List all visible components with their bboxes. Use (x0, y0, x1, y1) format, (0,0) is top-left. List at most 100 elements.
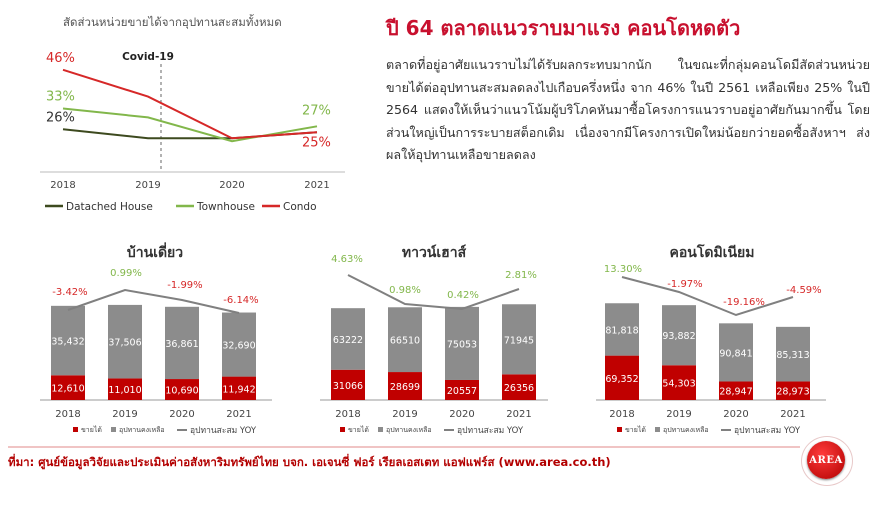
bar-sold (776, 381, 810, 400)
legend-sold-label: ขายได้ (625, 425, 646, 434)
yoy-label: -3.42% (52, 287, 87, 298)
line-data-label: 27% (302, 103, 331, 118)
article: ปี 64 ตลาดแนวราบมาแรง คอนโดหดตัว ตลาดที่… (386, 12, 870, 167)
line-data-label: 46% (46, 51, 75, 66)
bar-supply-label: 66510 (390, 336, 420, 347)
legend-label: Datached House (66, 201, 153, 213)
yoy-line (67, 288, 240, 314)
yoy-label: 0.99% (110, 268, 142, 279)
bar-supply-label: 90,841 (719, 348, 752, 359)
bar-chart-title: คอนโดมิเนียม (670, 243, 755, 261)
bar-supply-label: 81,818 (605, 325, 638, 336)
legend-label: Townhouse (196, 201, 255, 213)
logo-ring (801, 436, 853, 486)
bar-supply (108, 304, 142, 379)
bar-chart-title: ทาวน์เฮาส์ (402, 244, 467, 261)
bar-sold (719, 381, 753, 400)
bar-x-tick: 2018 (55, 409, 80, 420)
bar-supply (51, 305, 85, 376)
bar-supply (662, 305, 696, 366)
legend-yoy-label: อุปทานสะสม YOY (190, 426, 257, 436)
covid-label: Covid-19 (122, 51, 174, 63)
bar-sold (108, 378, 142, 400)
line-chart-x-tick: 2019 (135, 180, 160, 191)
area-logo: AREA (807, 441, 845, 479)
bar-chart-title: บ้านเดี่ยว (127, 242, 183, 261)
bar-x-tick: 2020 (449, 409, 474, 420)
yoy-label: -4.59% (786, 285, 821, 296)
legend-sold-swatch (340, 427, 345, 432)
bar-supply (502, 304, 536, 375)
legend-sold-label: ขายได้ (81, 425, 102, 434)
line-chart-x-tick: 2020 (219, 180, 244, 191)
bar-sold-label: 12,610 (51, 384, 84, 395)
bar-supply (776, 326, 810, 382)
bar-supply-label: 32,690 (222, 341, 255, 352)
article-body: ตลาดที่อยู่อาศัยแนวราบไม่ได้รับผลกระทบมา… (386, 57, 870, 162)
bar-sold-label: 26356 (504, 383, 534, 394)
yoy-line (347, 274, 520, 311)
yoy-label: -19.16% (723, 297, 765, 308)
bar-sold-label: 69,352 (605, 374, 638, 385)
bar-supply (719, 323, 753, 382)
legend-label: Condo (283, 201, 317, 213)
legend-sold-swatch (617, 427, 622, 432)
bar-sold-label: 11,010 (108, 385, 141, 396)
legend-yoy-label: อุปทานสะสม YOY (457, 426, 524, 436)
legend-supply-label: อุปทานคงเหลือ (386, 426, 432, 434)
bar-supply (388, 307, 422, 373)
yoy-label: -1.99% (167, 280, 202, 291)
legend-sold-swatch (73, 427, 78, 432)
bar-supply-label: 93,882 (662, 331, 695, 342)
yoy-label: -6.14% (223, 295, 258, 306)
source-note: ที่มา: ศูนย์ข้อมูลวิจัยและประเมินค่าอสัง… (8, 455, 611, 469)
bar-x-tick: 2021 (780, 409, 805, 420)
yoy-label: 0.98% (389, 285, 421, 296)
bar-supply-label: 71945 (504, 335, 534, 346)
legend-supply-swatch (655, 427, 660, 432)
bar-sold-label: 20557 (447, 386, 477, 397)
line-chart-x-tick: 2021 (304, 180, 329, 191)
bar-x-tick: 2021 (506, 409, 531, 420)
bar-sold-label: 54,303 (662, 379, 695, 390)
headline: ปี 64 ตลาดแนวราบมาแรง คอนโดหดตัว (386, 16, 741, 40)
line-data-label: 33% (46, 89, 75, 104)
line-chart-title: สัดส่วนหน่วยขายได้จากอุปทานสะสมทั้งหมด (63, 14, 282, 29)
bar-x-tick: 2019 (112, 409, 137, 420)
bar-sold (222, 376, 256, 400)
logo-text: AREA (809, 454, 843, 466)
line-chart-x-tick: 2018 (50, 180, 75, 191)
bar-supply-label: 36,861 (165, 339, 198, 350)
bar-sold-label: 31066 (333, 381, 363, 392)
legend-supply-label: อุปทานคงเหลือ (663, 426, 709, 434)
bar-supply (165, 306, 199, 380)
bar-sold (662, 365, 696, 400)
bar-supply (445, 306, 479, 380)
bar-sold (165, 379, 199, 400)
legend-supply-label: อุปทานคงเหลือ (119, 426, 165, 434)
line-series-2 (62, 68, 318, 140)
bar-supply-label: 37,506 (108, 338, 141, 349)
yoy-label: 4.63% (331, 254, 363, 265)
yoy-label: -1.97% (667, 279, 702, 290)
bar-sold (331, 369, 365, 400)
bar-sold (605, 355, 639, 400)
bar-sold (502, 374, 536, 400)
bar-sold (388, 372, 422, 400)
line-data-label: 25% (302, 135, 331, 150)
bar-supply (331, 308, 365, 370)
bar-supply (222, 312, 256, 377)
bar-sold-label: 28,947 (719, 387, 752, 398)
line-data-label: 26% (46, 110, 75, 125)
yoy-label: 2.81% (505, 270, 537, 281)
bar-sold (51, 375, 85, 400)
yoy-line (621, 276, 794, 317)
bar-supply-label: 85,313 (776, 350, 809, 361)
bar-supply-label: 35,432 (51, 337, 84, 348)
yoy-label: 13.30% (604, 264, 642, 275)
bar-supply (605, 303, 639, 356)
bar-sold-label: 11,942 (222, 384, 255, 395)
bar-sold-label: 28,973 (776, 387, 809, 398)
bar-x-tick: 2018 (609, 409, 634, 420)
bar-sold-label: 28699 (390, 382, 420, 393)
